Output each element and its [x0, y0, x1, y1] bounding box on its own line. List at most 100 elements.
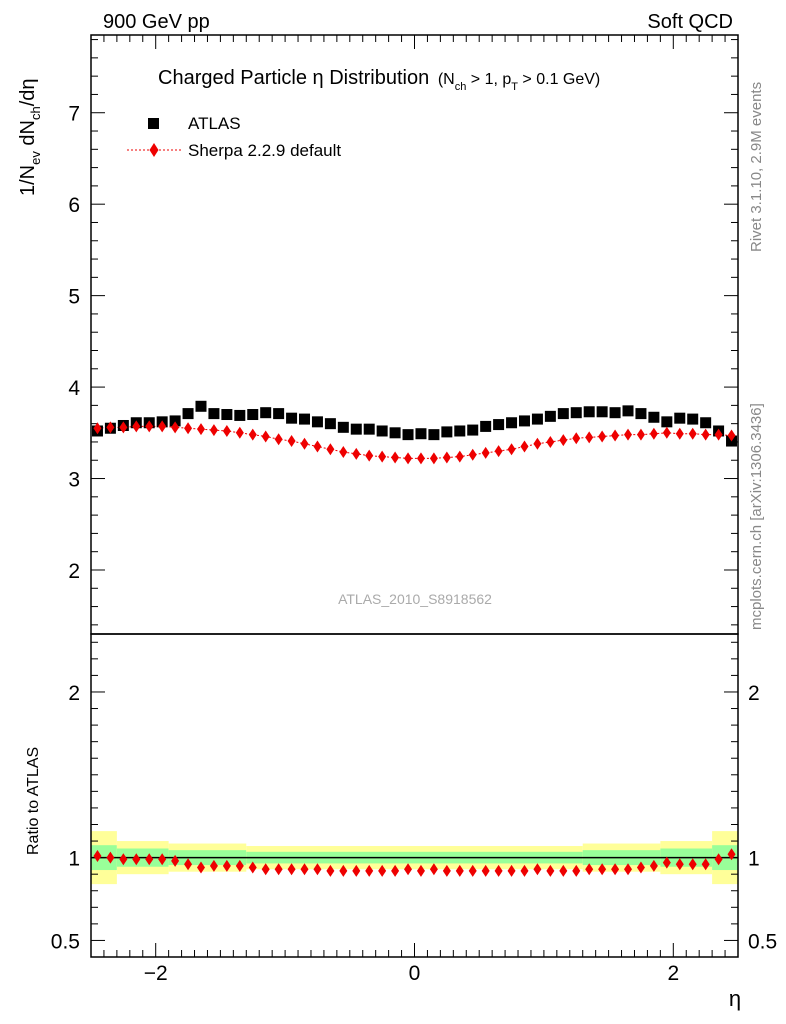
- sherpa-point: [313, 440, 322, 453]
- sherpa-line: [97, 425, 732, 459]
- sherpa-point: [624, 428, 633, 441]
- ratio-frame: [90, 633, 739, 958]
- sherpa-point: [442, 451, 451, 464]
- ratio-point: [494, 864, 503, 877]
- sherpa-point: [404, 452, 413, 465]
- ratio-point: [93, 849, 102, 862]
- ratio-point: [636, 861, 645, 874]
- y-tick-label: 7: [68, 103, 80, 126]
- ratio-point: [158, 853, 167, 866]
- ratio-point: [196, 861, 205, 874]
- ratio-point: [481, 864, 490, 877]
- sherpa-point: [520, 440, 529, 453]
- sherpa-point: [468, 448, 477, 461]
- ratio-point: [598, 863, 607, 876]
- sherpa-point: [714, 428, 723, 441]
- atlas-point: [557, 408, 569, 420]
- y-axis-label: 1/Nev dNch/dη: [17, 78, 43, 196]
- ratio-point: [171, 854, 180, 867]
- sherpa-point: [93, 422, 102, 435]
- atlas-point: [454, 425, 466, 437]
- sherpa-point: [145, 420, 154, 433]
- sherpa-point: [429, 452, 438, 465]
- x-axis-label: η: [729, 986, 741, 1011]
- ratio-point: [145, 853, 154, 866]
- x-tick-label: 0: [409, 962, 421, 985]
- ratio-point: [624, 863, 633, 876]
- ratio-point: [416, 864, 425, 877]
- ratio-y-tick-label-right: 2: [748, 682, 760, 705]
- header-left: 900 GeV pp: [103, 11, 210, 33]
- sherpa-point: [572, 432, 581, 445]
- ratio-point: [520, 864, 529, 877]
- sherpa-point: [196, 423, 205, 436]
- ratio-point: [429, 863, 438, 876]
- atlas-point: [622, 405, 634, 417]
- ratio-point: [455, 864, 464, 877]
- legend: ATLAS Sherpa 2.2.9 default: [127, 114, 341, 160]
- ratio-point: [688, 858, 697, 871]
- ratio-point: [649, 859, 658, 872]
- sherpa-point: [662, 426, 671, 439]
- ratio-point: [701, 858, 710, 871]
- sherpa-point: [300, 437, 309, 450]
- chart-title: Charged Particle η Distribution (Nch > 1…: [158, 67, 600, 93]
- atlas-point: [441, 426, 453, 438]
- ratio-point: [119, 853, 128, 866]
- sherpa-point: [378, 450, 387, 463]
- ratio-y-tick-label-right: 1: [748, 848, 760, 871]
- atlas-point: [402, 429, 414, 441]
- sherpa-point: [481, 446, 490, 459]
- atlas-point: [311, 416, 323, 428]
- axis-ticks: 2 3 4 5 6 7 0.5 0.5 1 1 2 2 −2 0 2: [51, 35, 777, 985]
- atlas-point: [648, 411, 660, 423]
- y-tick-label: 6: [68, 194, 80, 217]
- sherpa-point: [209, 424, 218, 437]
- ratio-y-tick-label-left: 1: [68, 848, 80, 871]
- ratio-point: [300, 863, 309, 876]
- header-right: Soft QCD: [647, 11, 733, 33]
- x-tick-label: 2: [667, 962, 679, 985]
- ratio-point: [442, 864, 451, 877]
- atlas-point: [661, 416, 673, 428]
- atlas-point: [415, 428, 427, 440]
- sherpa-point: [287, 435, 296, 448]
- atlas-point: [195, 400, 207, 412]
- atlas-point: [493, 419, 505, 431]
- sherpa-point: [391, 451, 400, 464]
- ratio-point: [184, 858, 193, 871]
- atlas-point: [337, 421, 349, 433]
- atlas-point: [324, 418, 336, 430]
- atlas-point: [596, 406, 608, 418]
- atlas-point: [480, 420, 492, 432]
- atlas-point: [674, 412, 686, 424]
- atlas-point: [169, 415, 181, 427]
- atlas-point: [506, 417, 518, 429]
- ratio-point: [222, 859, 231, 872]
- atlas-point: [208, 408, 220, 420]
- ratio-point: [714, 853, 723, 866]
- sherpa-point: [533, 437, 542, 450]
- sherpa-point: [339, 446, 348, 459]
- y-tick-label: 2: [68, 560, 80, 583]
- sherpa-point: [132, 420, 141, 433]
- atlas-point: [182, 408, 194, 420]
- sherpa-point: [688, 427, 697, 440]
- ratio-point: [261, 863, 270, 876]
- ratio-point: [507, 864, 516, 877]
- sherpa-point: [158, 420, 167, 433]
- ratio-point: [559, 864, 568, 877]
- atlas-point: [389, 427, 401, 439]
- ratio-point: [404, 863, 413, 876]
- sherpa-point: [222, 424, 231, 437]
- sherpa-point: [184, 422, 193, 435]
- ratio-point: [326, 864, 335, 877]
- ratio-point: [391, 864, 400, 877]
- ratio-point: [365, 864, 374, 877]
- sherpa-point: [675, 427, 684, 440]
- ratio-point: [378, 864, 387, 877]
- sherpa-point: [585, 431, 594, 444]
- sherpa-point: [352, 447, 361, 460]
- atlas-point: [286, 412, 298, 424]
